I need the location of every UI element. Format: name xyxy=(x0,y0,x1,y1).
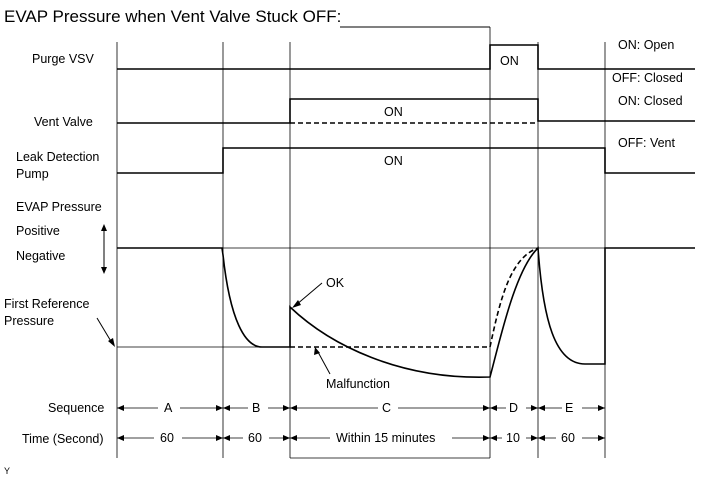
time-d-bg xyxy=(502,428,526,444)
evap-ok-dashed-curve xyxy=(489,247,539,348)
first-ref-leader xyxy=(96,317,113,344)
malfunction-annotation: Malfunction xyxy=(326,377,390,391)
arrow-up-icon xyxy=(101,224,107,231)
footer-mark: Y xyxy=(4,466,10,476)
first-ref-label-line2: Pressure xyxy=(4,314,54,328)
time-e: 60 xyxy=(561,431,575,445)
arrow-down-icon xyxy=(101,267,107,274)
legend-vent-off: OFF: Vent xyxy=(618,136,675,150)
seq-c-bg xyxy=(378,398,398,414)
leak-pump-waveform xyxy=(117,147,695,174)
first-ref-arrow-icon xyxy=(108,338,115,347)
purge-vsv-label: Purge VSV xyxy=(32,52,95,66)
leak-pump-label-line1: Leak Detection xyxy=(16,150,99,164)
time-a-bg xyxy=(154,428,182,444)
evap-pressure-curve xyxy=(117,246,695,378)
time-arrows xyxy=(117,435,605,441)
sequence-d: D xyxy=(509,401,518,415)
purge-vsv-waveform xyxy=(117,44,695,70)
evap-pressure-label: EVAP Pressure xyxy=(16,200,102,214)
sequence-label: Sequence xyxy=(48,401,104,415)
legend-vent-on: ON: Closed xyxy=(618,94,683,108)
vent-valve-label: Vent Valve xyxy=(34,115,93,129)
ok-annotation: OK xyxy=(326,276,345,290)
legend-purge-on: ON: Open xyxy=(618,38,674,52)
time-c: Within 15 minutes xyxy=(336,431,435,445)
ok-leader xyxy=(295,282,323,306)
leak-pump-label-line2: Pump xyxy=(16,167,49,181)
first-ref-label-line1: First Reference xyxy=(4,297,89,311)
time-label: Time (Second) xyxy=(22,432,104,446)
time-b-bg xyxy=(243,428,269,444)
seq-b-bg xyxy=(248,398,268,414)
sequence-e: E xyxy=(565,401,573,415)
sequence-c: C xyxy=(382,401,391,415)
vent-on-state: ON xyxy=(384,105,403,119)
diagram-title: EVAP Pressure when Vent Valve Stuck OFF: xyxy=(4,7,341,26)
seq-a-bg xyxy=(158,398,180,414)
sequence-a: A xyxy=(164,401,173,415)
malfunction-arrow-icon xyxy=(314,347,320,355)
positive-label: Positive xyxy=(16,224,60,238)
sequence-arrows xyxy=(117,405,605,411)
purge-on-state: ON xyxy=(500,54,519,68)
time-a: 60 xyxy=(160,431,174,445)
time-d: 10 xyxy=(506,431,520,445)
time-c-bg xyxy=(330,428,452,444)
time-e-bg xyxy=(556,428,582,444)
time-b: 60 xyxy=(248,431,262,445)
ok-arrow-icon xyxy=(292,300,301,308)
negative-label: Negative xyxy=(16,249,65,263)
pump-on-state: ON xyxy=(384,154,403,168)
seq-e-bg xyxy=(562,398,582,414)
legend-purge-off: OFF: Closed xyxy=(612,71,683,85)
vent-valve-waveform xyxy=(117,98,695,124)
malfunction-leader xyxy=(317,351,331,375)
sequence-b: B xyxy=(252,401,260,415)
seq-d-bg xyxy=(506,398,526,414)
